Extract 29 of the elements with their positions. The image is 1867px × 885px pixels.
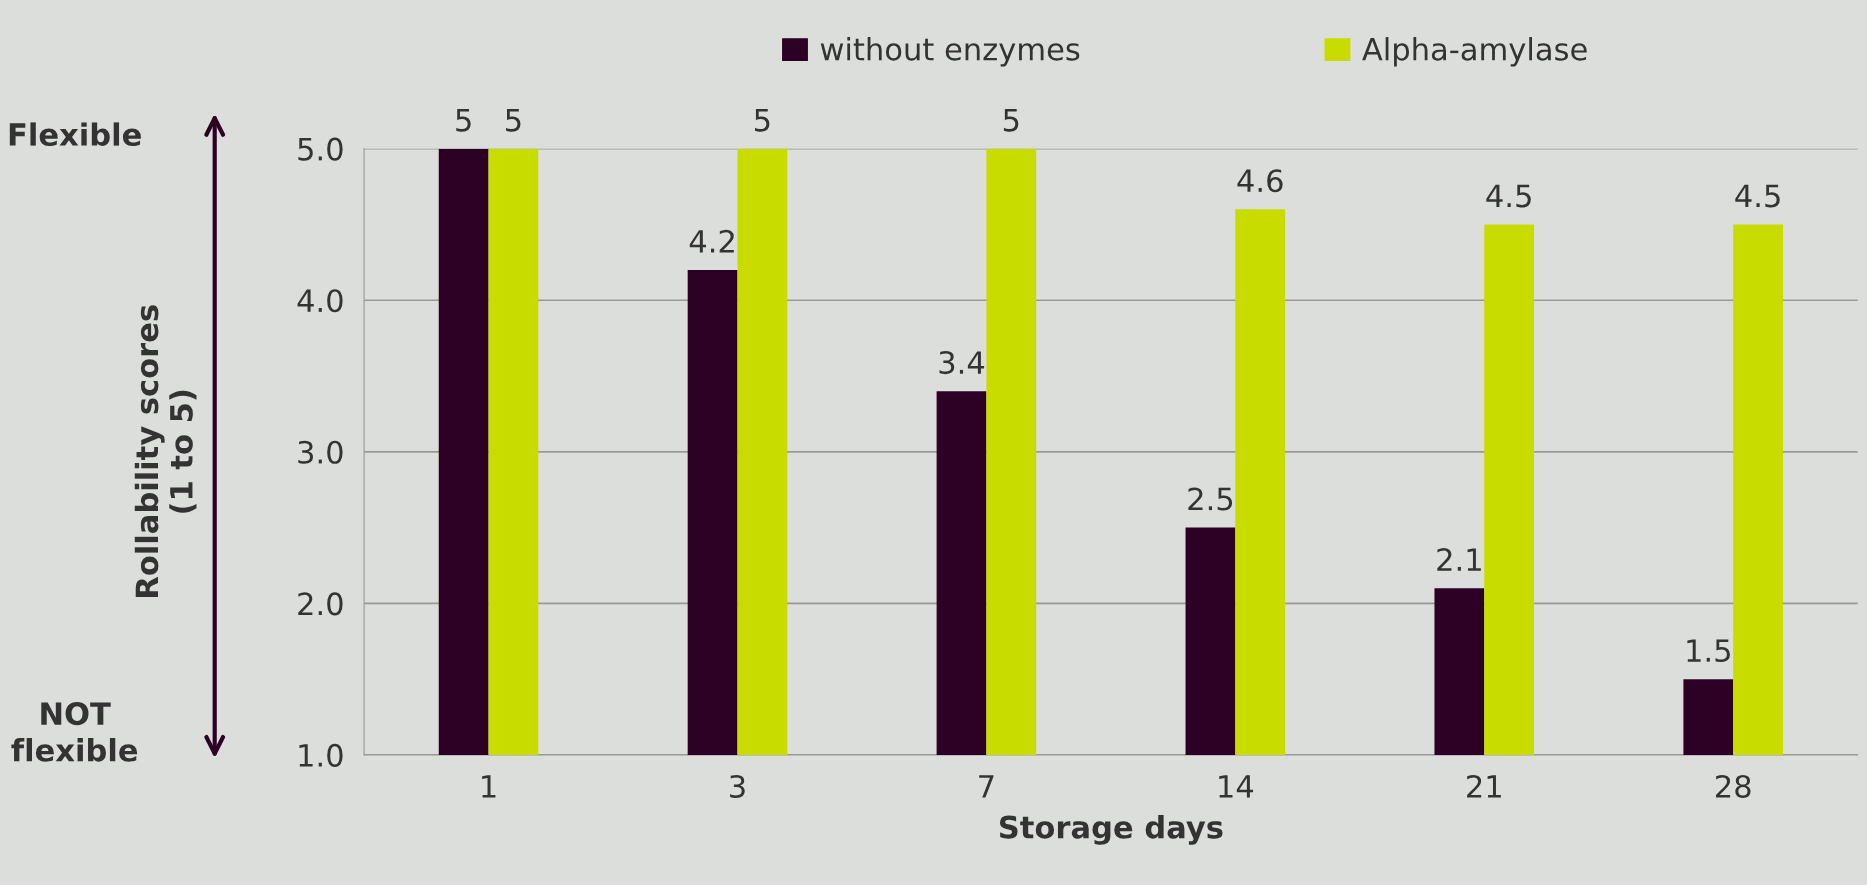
x-axis-title: Storage days [999, 815, 1223, 845]
legend-label: Alpha-amylase [1362, 37, 1587, 67]
data-label: 5 [1003, 108, 1019, 132]
x-tick-label: 14 [1219, 775, 1254, 798]
y-tick-label: 2.0 [298, 592, 343, 616]
data-label: 3.4 [939, 351, 985, 375]
x-tick-label: 7 [979, 775, 994, 798]
y-axis-title: Rollability scores (1 to 5) [134, 305, 197, 597]
y-tick-label: 3.0 [298, 440, 343, 464]
data-label: 4.6 [1237, 169, 1283, 193]
data-label: 5 [755, 108, 770, 132]
data-label: 2.5 [1188, 487, 1233, 511]
data-label: 2.1 [1437, 548, 1481, 571]
text: Flexible [9, 122, 141, 147]
y-tick-label: 1.0 [299, 743, 343, 767]
text: NOT flexible [11, 702, 138, 762]
legend-label: without enzymes [820, 37, 1080, 67]
data-label: 5 [506, 108, 521, 132]
y-tick-label: 5.0 [298, 137, 343, 161]
data-label: 4.2 [689, 229, 734, 253]
x-tick-label: 1 [482, 775, 496, 798]
data-label: 5 [456, 108, 471, 132]
data-label: 4.5 [1735, 184, 1780, 208]
x-tick-label: 3 [730, 774, 745, 798]
x-tick-label: 28 [1716, 774, 1751, 798]
data-label: 4.5 [1486, 184, 1531, 208]
y-tick-label: 4.0 [297, 289, 343, 313]
data-label: 1.5 [1687, 639, 1730, 663]
x-tick-label: 21 [1467, 774, 1501, 798]
